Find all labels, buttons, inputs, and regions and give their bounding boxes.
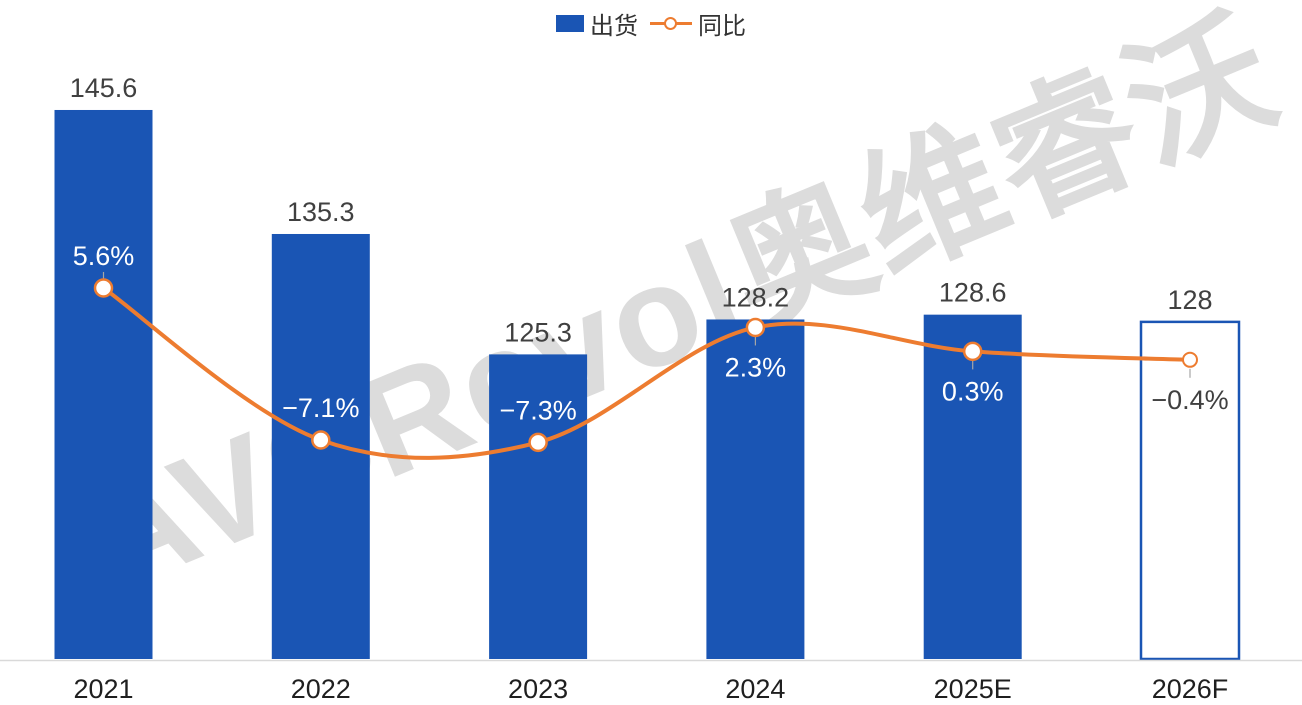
yoy-label-2024: 2.3% xyxy=(725,352,787,382)
bar-value-label-2023: 125.3 xyxy=(504,317,572,347)
yoy-marker-2021 xyxy=(93,278,114,298)
x-axis-label-2024: 2024 xyxy=(725,674,785,704)
yoy-label-2022: −7.1% xyxy=(282,393,359,423)
yoy-label-2025E: 0.3% xyxy=(942,376,1004,406)
bar-2026F xyxy=(1139,320,1241,661)
bar-2021 xyxy=(54,109,153,659)
bar-value-label-2022: 135.3 xyxy=(287,197,355,227)
x-axis-label-2025E: 2025E xyxy=(934,674,1012,704)
x-axis-label-2023: 2023 xyxy=(508,674,568,704)
bar-2025E xyxy=(923,314,1022,659)
yoy-line xyxy=(102,286,1191,460)
line-series-marker-icon xyxy=(650,14,692,34)
legend-shipments-label: 出货 xyxy=(590,13,638,40)
x-axis-label-2021: 2021 xyxy=(73,674,133,704)
bar-series-swatch-icon xyxy=(556,15,584,32)
bar-value-label-2024: 128.2 xyxy=(722,282,790,312)
yoy-label-2023: −7.3% xyxy=(499,395,576,425)
legend: 出货 同比 xyxy=(0,6,1302,41)
yoy-label-2026F: −0.4% xyxy=(1151,385,1228,415)
yoy-marker-2022 xyxy=(311,430,331,450)
bar-value-label-2021: 145.6 xyxy=(70,73,138,103)
yoy-marker-2026F xyxy=(1182,351,1198,368)
bar-2024 xyxy=(706,319,805,659)
yoy-label-2021: 5.6% xyxy=(73,241,135,271)
bar-2023 xyxy=(489,354,588,659)
legend-item-yoy: 同比 xyxy=(650,6,746,41)
x-axis-label-2022: 2022 xyxy=(291,674,351,704)
yoy-marker-2025E xyxy=(962,341,983,362)
legend-item-shipments: 出货 xyxy=(556,6,638,41)
x-axis-label-2026F: 2026F xyxy=(1152,674,1229,704)
bar-value-label-2025E: 128.6 xyxy=(939,278,1007,308)
bar-value-label-2026F: 128 xyxy=(1167,285,1212,315)
legend-yoy-label: 同比 xyxy=(698,13,746,40)
yoy-marker-2024 xyxy=(745,317,766,338)
yoy-marker-2023 xyxy=(528,432,548,453)
